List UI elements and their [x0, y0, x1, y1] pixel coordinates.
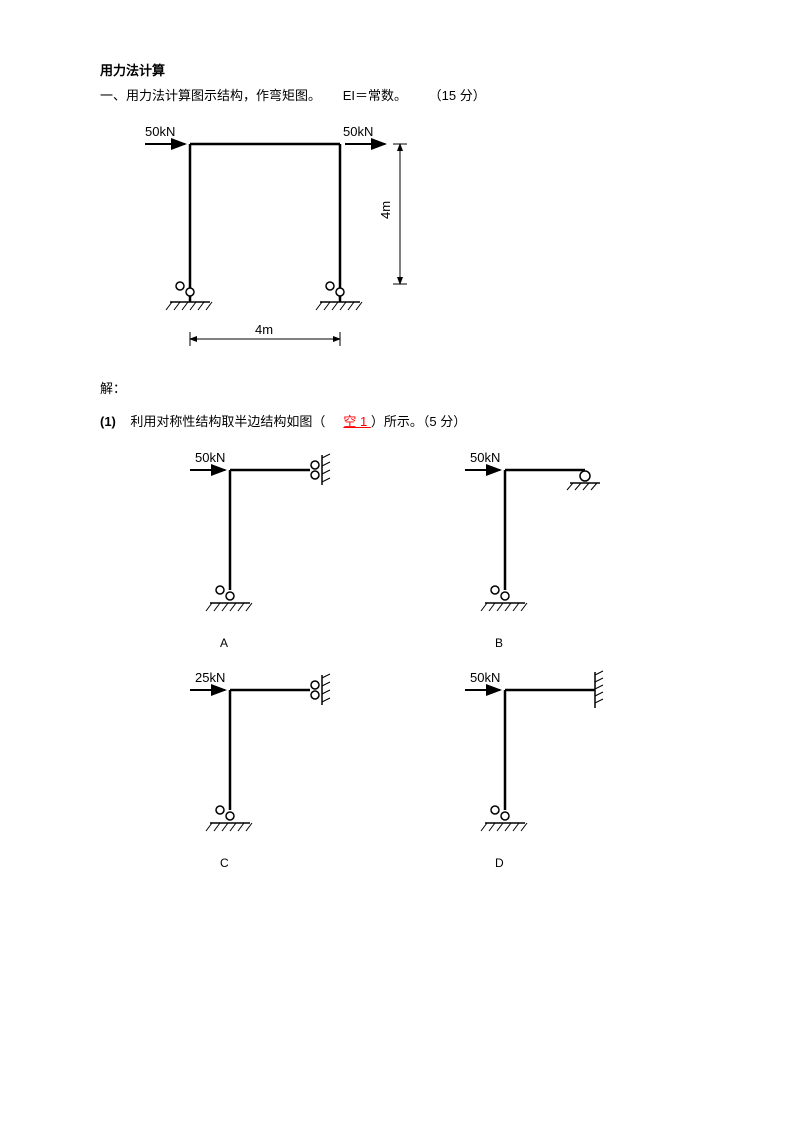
option-b: 50kN B	[435, 440, 700, 650]
option-c: 25kN C	[160, 660, 425, 870]
slide-support-icon	[311, 454, 330, 485]
answer-blank: 空 1	[343, 414, 370, 429]
solution-label: 解：	[100, 378, 700, 397]
option-b-label: B	[495, 636, 700, 650]
slide-support-icon	[311, 674, 330, 705]
left-support-icon	[166, 282, 212, 310]
svg-text:25kN: 25kN	[195, 670, 225, 685]
load-left-label: 50kN	[145, 124, 175, 139]
roller-support-icon	[567, 471, 600, 490]
fixed-support-icon	[595, 671, 603, 708]
problem-statement: 一、用力法计算图示结构，作弯矩图。 EI＝常数。 （15 分）	[100, 85, 700, 104]
step-1-prefix: (1)	[100, 414, 116, 429]
svg-text:50kN: 50kN	[195, 450, 225, 465]
page-title: 用力法计算	[100, 60, 700, 79]
option-c-label: C	[220, 856, 425, 870]
option-d: 50kN D	[435, 660, 700, 870]
step-1-text: 利用对称性结构取半边结构如图（	[130, 414, 325, 429]
svg-text:50kN: 50kN	[470, 670, 500, 685]
height-label: 4m	[378, 201, 393, 219]
width-label: 4m	[255, 322, 273, 337]
ei-text: EI＝常数。	[343, 88, 407, 103]
problem-text: 一、用力法计算图示结构，作弯矩图。	[100, 88, 321, 103]
option-d-label: D	[495, 856, 700, 870]
option-a: 50kN A	[160, 440, 425, 650]
right-support-icon	[316, 282, 362, 310]
load-right-label: 50kN	[343, 124, 373, 139]
step-1-suffix: ）所示。（5 分）	[371, 414, 466, 429]
option-a-label: A	[220, 636, 425, 650]
options-grid: 50kN A	[160, 440, 700, 870]
svg-text:50kN: 50kN	[470, 450, 500, 465]
step-1: (1) 利用对称性结构取半边结构如图（ 空 1 ）所示。（5 分）	[100, 411, 700, 430]
main-diagram: 50kN 50kN 4m 4m	[130, 114, 700, 364]
points-text: （15 分）	[429, 88, 486, 103]
